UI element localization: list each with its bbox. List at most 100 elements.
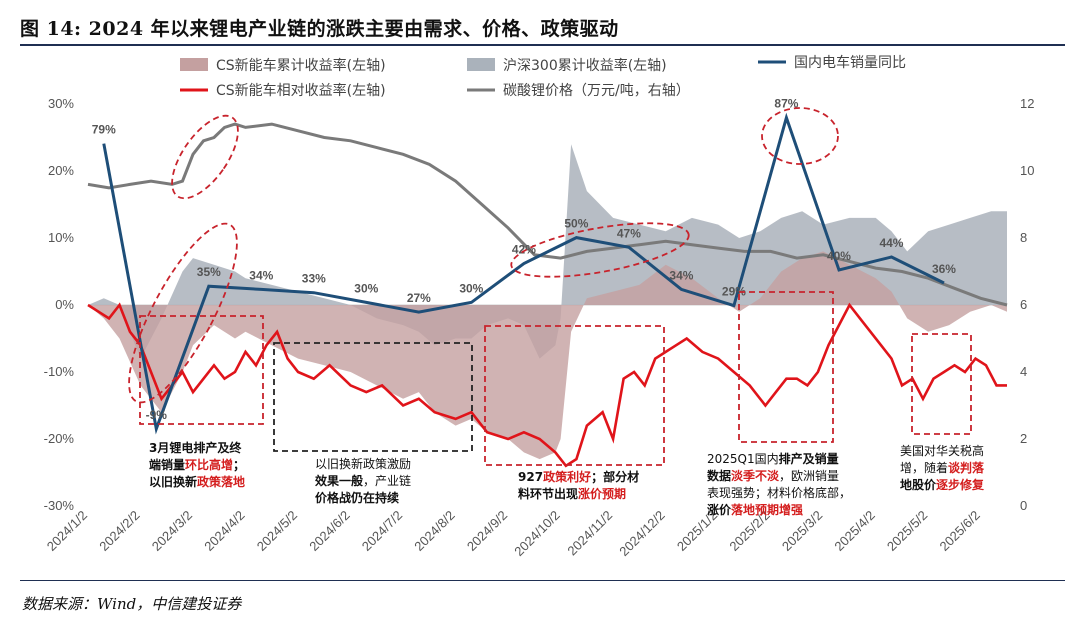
highlight-box-march <box>139 315 264 425</box>
highlight-ellipse-sales-peak <box>761 107 839 165</box>
annotation-span: 地股价 <box>900 477 937 492</box>
annotation-span: 数据 <box>707 468 731 483</box>
ev-sales-yoy-label: 87% <box>774 97 798 111</box>
annotation-line: 涨价落地预期增强 <box>707 502 803 517</box>
annotation-span: 政策落地 <box>197 474 245 489</box>
annotation-span: 排产及销量 <box>779 451 839 466</box>
annotation-line: 2025Q1国内排产及销量 <box>707 451 839 466</box>
ev-sales-yoy-label: 40% <box>827 249 851 263</box>
annotation-span: ，欧洲销量 <box>779 469 839 483</box>
annotation-span: ； <box>233 458 245 472</box>
annotation-span: 涨价 <box>707 502 732 517</box>
ev-sales-yoy-label: 33% <box>302 272 326 286</box>
annotation-span: 表现强势；材料价格底部， <box>707 485 851 500</box>
y-left-tick: 20% <box>48 163 74 178</box>
highlight-box-q1-2025 <box>738 291 834 443</box>
ev-sales-yoy-label: 34% <box>249 268 273 282</box>
y-left-tick: -20% <box>44 431 75 446</box>
legend-swatch <box>467 58 495 71</box>
annotation-line: 端销量环比高增； <box>149 457 245 472</box>
annotation-line: 效果一般，产业链 <box>315 473 411 488</box>
highlight-box-tariff <box>911 333 972 435</box>
ev-sales-yoy-label: 29% <box>722 285 746 299</box>
y-left-tick: -30% <box>44 498 75 513</box>
y-left-tick: -10% <box>44 364 75 379</box>
annotation-span: 落地预期增强 <box>731 502 803 517</box>
ev-sales-yoy-line <box>102 112 945 435</box>
annotation-span: 3月锂电排产及终 <box>149 440 242 455</box>
annotation-span: ；部分材 <box>591 469 639 484</box>
legend: CS新能车累计收益率(左轴) 沪深300累计收益率(左轴) 国内电车销量同比 CS新能… <box>180 54 906 99</box>
x-tick: 2024/11/2 <box>564 508 615 559</box>
x-tick: 2024/3/2 <box>149 508 195 554</box>
x-tick: 2024/8/2 <box>411 508 457 554</box>
source-note: 数据来源：Wind，中信建投证券 <box>22 595 242 613</box>
annotation-span: 美国对华关税高 <box>900 443 984 458</box>
title-rule <box>20 44 1065 46</box>
annotation-line: 地股价逐步修复 <box>900 477 985 492</box>
annotation-span: 927 <box>518 470 543 484</box>
legend-label: CS新能车相对收益率(左轴) <box>216 82 386 99</box>
highlight-ellipse-lithium-flat <box>510 222 690 278</box>
ev-sales-yoy-label: 30% <box>459 281 483 295</box>
y-right-tick: 0 <box>1020 498 1027 513</box>
ev-sales-yoy-label: 47% <box>617 226 641 240</box>
annotation-line: 料环节出现涨价预期 <box>518 486 626 501</box>
annotation-span: ，产业链 <box>363 473 411 488</box>
annotation-line: 927政策利好；部分材 <box>518 469 639 484</box>
annotation-span: 涨价预期 <box>578 486 626 501</box>
x-tick: 2024/9/2 <box>464 508 510 554</box>
highlight-box-trade-in <box>273 342 473 452</box>
y-right-tick: 6 <box>1020 297 1027 312</box>
annotation-line: 表现强势；材料价格底部， <box>707 485 851 500</box>
y-right-tick: 2 <box>1020 431 1027 446</box>
relative-return-line <box>87 302 1007 468</box>
annotation-span: 端销量 <box>149 457 185 472</box>
ev-sales-yoy-label: 30% <box>354 281 378 295</box>
highlight-ellipse-lithium-rise <box>171 114 239 200</box>
y-right-tick: 12 <box>1020 96 1034 111</box>
lithium-price-line <box>87 122 1008 307</box>
area-layer <box>88 144 1007 460</box>
legend-label: CS新能车累计收益率(左轴) <box>216 57 386 74</box>
y-right-tick: 8 <box>1020 230 1027 245</box>
ev-sales-yoy-label: 42% <box>512 243 536 257</box>
annotation-span: 谈判落 <box>948 460 985 475</box>
annotation-line: 以旧换新政策激励 <box>315 456 411 471</box>
figure-title: 图 14: 2024 年以来锂电产业链的涨跌主要由需求、价格、政策驱动 <box>20 18 619 40</box>
x-tick: 2024/1/2 <box>44 508 90 554</box>
annotation-line: 美国对华关税高 <box>900 443 984 458</box>
annotation-span: 环比高增 <box>185 457 233 472</box>
y-right-tick: 10 <box>1020 163 1034 178</box>
y-left-tick: 10% <box>48 230 74 245</box>
ev-sales-yoy-label: -9% <box>146 408 168 422</box>
x-tick: 2024/7/2 <box>359 508 405 554</box>
annotation-line: 以旧换新政策落地 <box>149 474 245 489</box>
annotation-line: 价格战仍在持续 <box>315 490 399 505</box>
ev-sales-yoy-label: 44% <box>879 236 903 250</box>
ev-sales-yoy-label: 34% <box>669 268 693 282</box>
annotation-span: 2025Q1国内 <box>707 452 779 466</box>
annotation-span: 料环节出现 <box>518 486 578 501</box>
annotation-span: 以旧换新 <box>149 474 197 489</box>
ev-sales-yoy-label: 79% <box>92 123 116 137</box>
source-rule <box>20 580 1065 581</box>
x-tick: 2025/5/2 <box>884 508 930 554</box>
legend-label: 沪深300累计收益率(左轴) <box>503 57 667 74</box>
x-tick: 2024/10/2 <box>511 508 563 560</box>
x-tick: 2025/4/2 <box>831 508 877 554</box>
new-energy-cumulative-area <box>88 251 1007 460</box>
annotation-span: 逐步修复 <box>936 477 985 492</box>
ev-sales-yoy-label: 35% <box>197 265 221 279</box>
legend-label: 碳酸锂价格（万元/吨，右轴） <box>503 83 690 99</box>
legend-label: 国内电车销量同比 <box>794 54 906 71</box>
annotation-span: 价格战仍在持续 <box>315 490 399 505</box>
y-left-tick: 0% <box>55 297 74 312</box>
annotation-span: 淡季不淡 <box>731 468 780 483</box>
highlight-ellipse-sales-dip <box>128 222 238 404</box>
annotation-span: 政策利好 <box>543 469 591 484</box>
annotation-span: 增，随着 <box>900 460 948 475</box>
ev-sales-yoy-label: 50% <box>564 217 588 231</box>
annotation-span: 效果一般 <box>315 473 363 488</box>
